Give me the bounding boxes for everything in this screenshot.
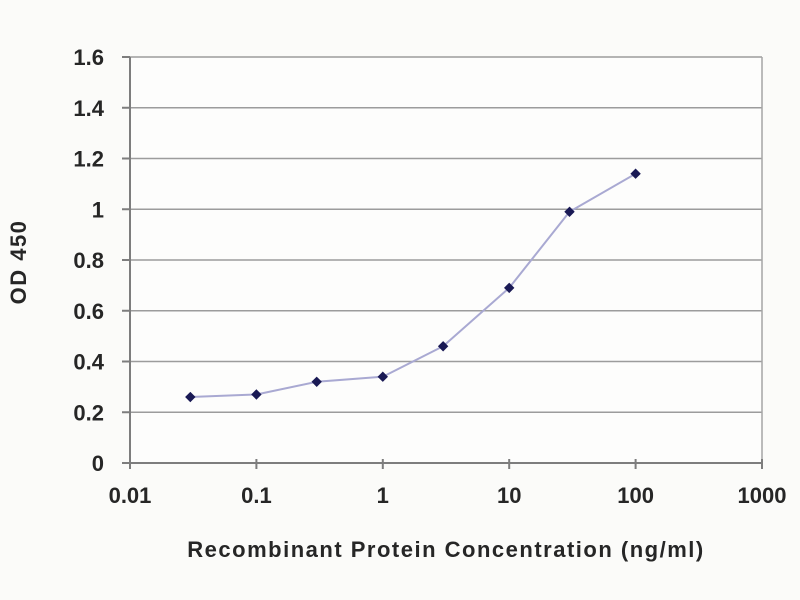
data-point-marker xyxy=(377,371,389,382)
y-tick-label: 1 xyxy=(92,197,104,222)
x-tick-label: 0.1 xyxy=(241,483,272,508)
data-point-marker xyxy=(437,341,449,352)
x-tick-label: 1000 xyxy=(738,483,787,508)
y-axis-title: OD 450 xyxy=(6,220,31,305)
y-tick-label: 0.2 xyxy=(73,400,104,425)
data-point-marker xyxy=(503,282,515,294)
data-point-marker xyxy=(311,376,322,388)
data-point-marker xyxy=(185,391,196,403)
x-axis-title: Recombinant Protein Concentration (ng/ml… xyxy=(187,537,704,562)
y-tick-label: 0.8 xyxy=(73,248,104,273)
data-point-marker xyxy=(630,168,641,179)
y-tick-label: 0.6 xyxy=(73,299,104,324)
x-tick-label: 0.01 xyxy=(109,483,152,508)
series-line xyxy=(190,172,637,399)
y-tick-label: 1.6 xyxy=(73,45,104,70)
y-tick-label: 1.4 xyxy=(73,96,104,121)
y-tick-label: 0.4 xyxy=(73,350,104,375)
x-tick-label: 1 xyxy=(377,483,389,508)
y-tick-label: 1.2 xyxy=(73,147,104,172)
x-tick-label: 10 xyxy=(497,483,521,508)
x-tick-label: 100 xyxy=(617,483,654,508)
data-point-marker xyxy=(251,389,262,400)
data-point-marker xyxy=(564,206,575,217)
y-tick-label: 0 xyxy=(92,451,104,476)
